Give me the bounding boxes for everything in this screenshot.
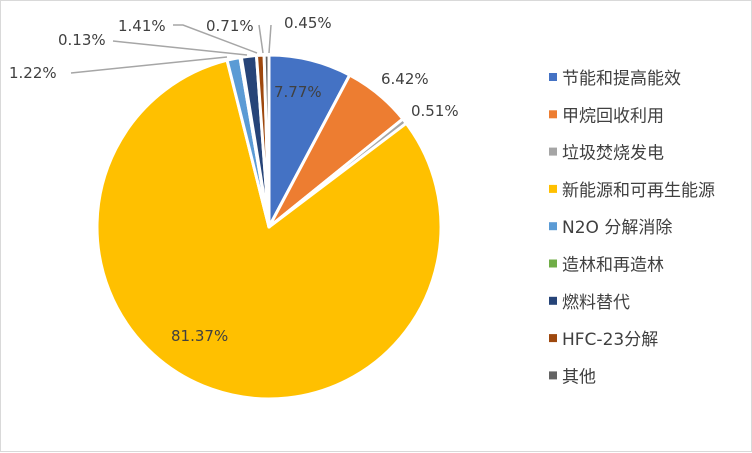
data-label-2: 6.42% [381,70,429,88]
legend-swatch-4 [549,184,557,193]
legend-swatch-6 [549,259,557,268]
pie-slices [95,53,443,401]
leader-line-8 [258,24,264,54]
data-label-1: 7.77% [274,83,322,101]
legend-swatch-8 [549,334,557,343]
slice-9 [262,53,271,229]
leader-line-9 [268,24,272,54]
legend-swatch-9 [549,371,557,380]
data-label-6: 0.13% [58,31,106,49]
data-label-7: 1.41% [118,17,166,35]
legend-label-3: 垃圾焚烧发电 [562,144,664,164]
legend-swatch-2 [549,110,557,119]
data-label-9: 0.45% [284,14,332,32]
legend-label-2: 甲烷回收利用 [562,106,664,126]
leader-line-5 [70,56,228,74]
legend-label-1: 节能和提高能效 [562,69,681,89]
legend-label-4: 新能源和可再生能源 [562,181,715,201]
legend-swatch-3 [549,147,557,156]
legend-label-5: N2O 分解消除 [562,218,672,238]
data-label-8: 0.71% [206,17,254,35]
legend-label-9: 其他 [562,367,596,387]
leader-line-7 [173,24,258,54]
legend-swatch-7 [549,296,557,305]
legend-swatch-1 [549,73,557,81]
data-labels: 7.77% 6.42% 0.51% 81.37% 1.22%0.13% 1.41% 0.71… [9,14,459,345]
slice-4 [95,58,443,401]
leader-line-6 [112,40,248,56]
data-label-4: 81.37% [171,327,228,345]
data-label-5: 1.22% [9,64,57,82]
leader-lines [70,24,272,74]
legend-label-8: HFC-23分解 [562,330,658,350]
legend-label-7: 燃料替代 [562,293,630,313]
legend-label-6: 造林和再造林 [562,256,664,276]
data-label-3: 0.51% [411,102,459,120]
legend-swatch-5 [549,222,557,231]
